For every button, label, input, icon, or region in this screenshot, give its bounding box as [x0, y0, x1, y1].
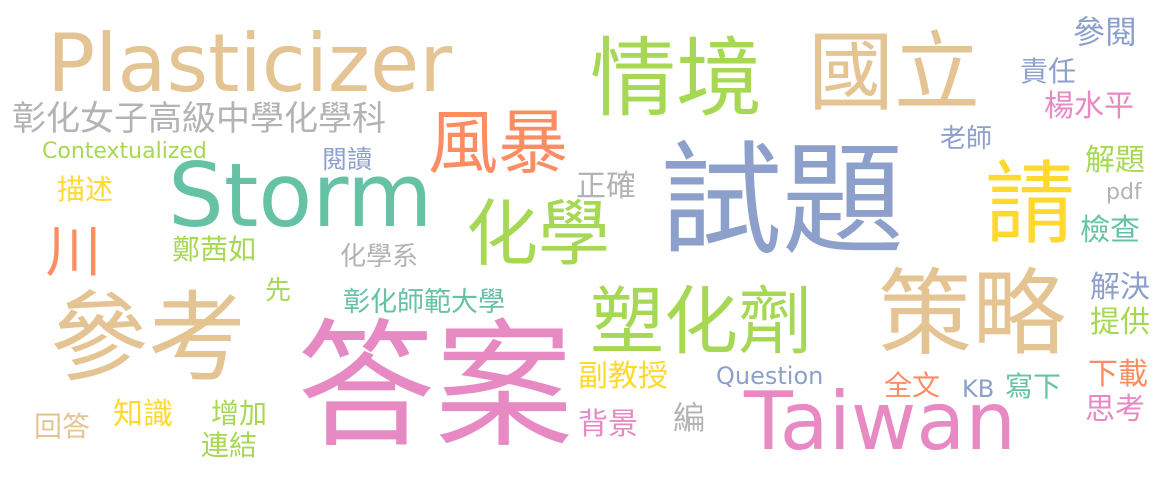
word-huaxue: 化學: [466, 192, 611, 276]
word-jieti: 解題: [1085, 143, 1145, 178]
word-bian: 編: [673, 399, 706, 437]
word-contextualized: Contextualized: [42, 139, 207, 164]
word-zhishi: 知識: [113, 397, 173, 432]
word-plasticizer: Plasticizer: [47, 17, 453, 110]
word-question: Question: [716, 362, 824, 390]
word-huida: 回答: [34, 410, 91, 443]
word-fengbao: 風暴: [428, 102, 568, 184]
word-jiancha: 檢查: [1080, 213, 1140, 248]
word-lianjie: 連結: [201, 429, 258, 462]
word-zhengque: 正確: [576, 169, 636, 204]
word-zeren: 責任: [1020, 55, 1077, 88]
word-changhua-normal-university: 彰化師範大學: [343, 287, 505, 318]
word-miaoshu: 描述: [57, 173, 114, 206]
word-qing: 請: [985, 152, 1075, 257]
word-yang-shuiping: 楊水平: [1044, 89, 1134, 124]
word-beijing: 背景: [578, 407, 638, 442]
word-zengjia: 增加: [211, 397, 268, 430]
word-guoli: 國立: [808, 23, 980, 123]
word-huaxuexi: 化學系: [340, 242, 419, 272]
word-tigong: 提供: [1090, 305, 1150, 340]
word-cankao: 參考: [50, 282, 247, 396]
word-chuan: 川: [36, 222, 101, 280]
word-yuedu: 閱讀: [322, 145, 373, 174]
word-canyue: 參閱: [1073, 13, 1138, 51]
word-laoshi: 老師: [940, 124, 993, 154]
word-zheng-qianru: 鄭茜如: [172, 233, 257, 266]
word-shiti: 試題: [660, 130, 904, 272]
word-taiwan: Taiwan: [744, 375, 1017, 468]
word-daan: 答案: [297, 306, 574, 467]
word-celue: 策略: [878, 260, 1067, 369]
word-suhuaji: 塑化劑: [590, 279, 812, 365]
word-jiejue: 解決: [1090, 270, 1150, 305]
word-kb: KB: [962, 375, 995, 403]
word-qingjing: 情境: [590, 29, 762, 129]
word-changhua-girls-school: 彰化女子高級中學化學科: [12, 99, 386, 139]
word-xiazai: 下載: [1088, 357, 1148, 392]
word-pdf: pdf: [1106, 180, 1142, 205]
word-xiexia: 寫下: [1005, 370, 1062, 403]
word-quanwen: 全文: [884, 369, 941, 402]
word-xian: 先: [265, 276, 292, 306]
word-storm: Storm: [168, 144, 433, 247]
word-fujiaoshou: 副教授: [578, 359, 668, 394]
word-sikao: 思考: [1085, 392, 1145, 427]
